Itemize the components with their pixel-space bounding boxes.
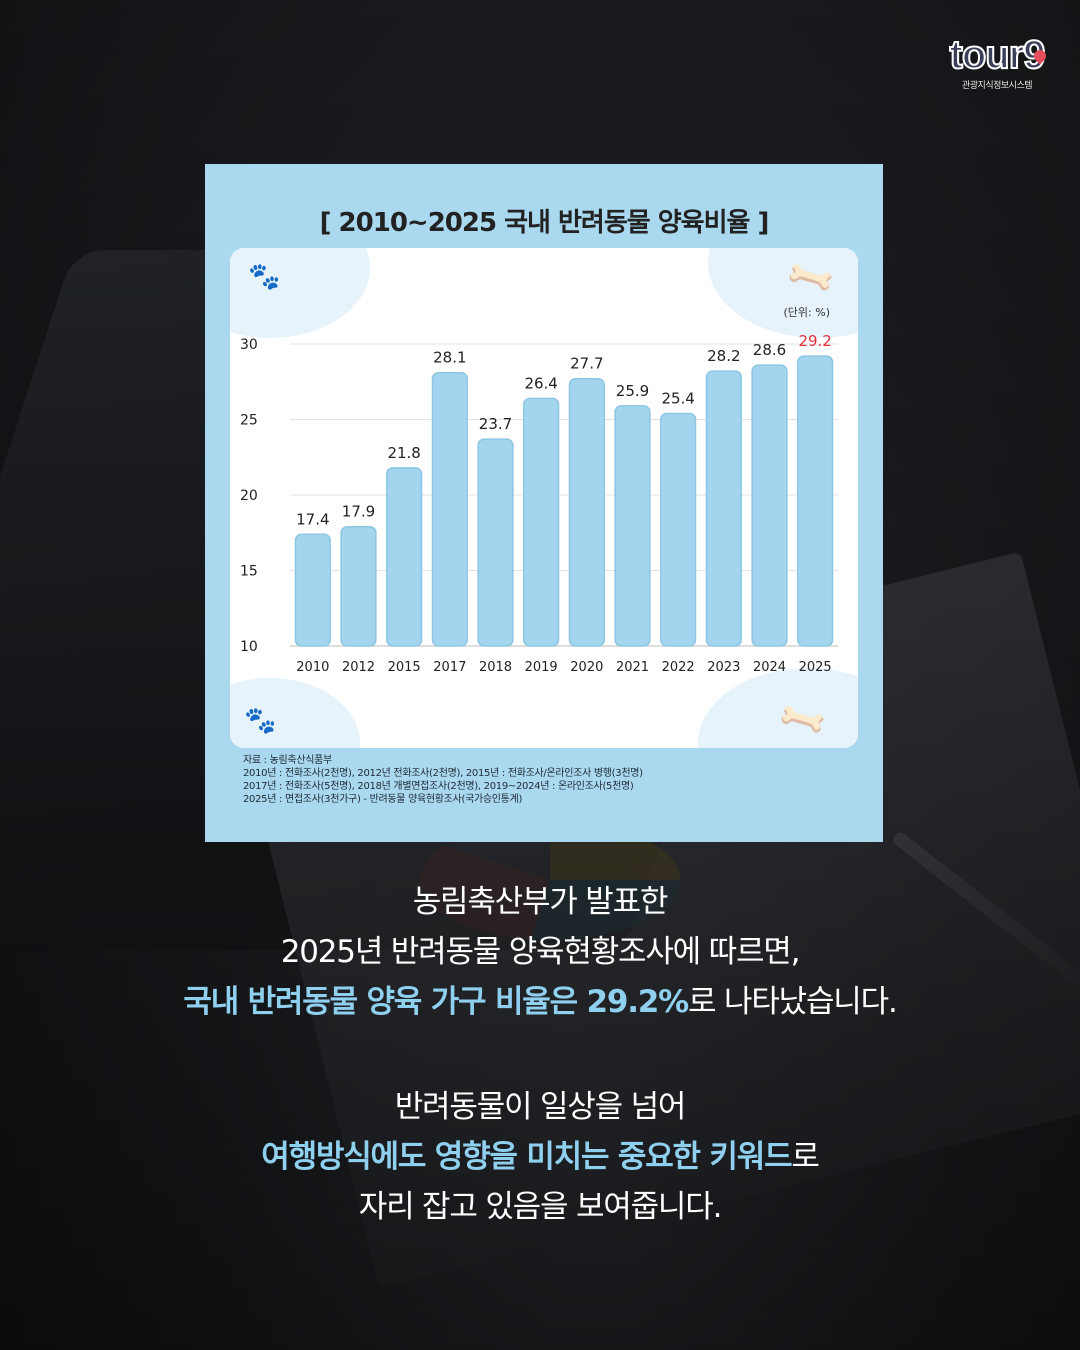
chart-panel: 🐾 🐾 🦴 🦴 (단위: %) 10 15 20 25 30 17.4 2010 17.9 20… (230, 248, 858, 748)
data-label: 28.6 (753, 341, 786, 359)
data-label: 17.9 (342, 503, 375, 521)
paragraph-line: 2025년 반려동물 양육현황조사에 따르면, (280, 934, 801, 970)
x-tick-label: 2020 (570, 660, 603, 675)
source-line: 2010년 : 전화조사(2천명), 2012년 전화조사(2천명), 2015… (243, 768, 643, 779)
paragraph-conclusion: 반려동물이 일상을 넘어 여행방식에도 영향을 미치는 중요한 키워드로 자리 … (0, 1082, 1080, 1232)
bar-chart: 101520253017.4201017.9201221.8201528.120… (240, 332, 838, 675)
chart-unit-label: (단위: %) (783, 306, 830, 319)
tour9-logo[interactable]: tour9 관광지식정보시스템 (942, 33, 1052, 91)
bar (568, 377, 605, 647)
paragraph-line: 국내 반려동물 양육 가구 비율은 29.2%로 나타났습니다. (0, 977, 1080, 1027)
x-tick-label: 2012 (342, 660, 375, 675)
paw-icon: 🐾 (244, 706, 277, 736)
x-tick-label: 2017 (433, 660, 466, 675)
y-tick-label: 30 (240, 337, 258, 353)
y-tick-label: 10 (240, 639, 258, 655)
chart-title: [ 2010~2025 국내 반려동물 양육비율 ] (319, 208, 770, 238)
data-label: 28.2 (707, 347, 740, 365)
highlight-text: 여행방식에도 영향을 미치는 중요한 키워드 (261, 1139, 792, 1175)
y-tick-label: 25 (240, 413, 258, 429)
bar (431, 371, 468, 647)
x-tick-label: 2022 (662, 660, 695, 675)
data-label: 29.2 (798, 332, 831, 350)
paragraph-intro: 농림축산부가 발표한 2025년 반려동물 양육현황조사에 따르면, 국내 반려… (0, 877, 1080, 1027)
source-line: 2025년 : 면접조사(3천가구) - 반려동물 양육현황조사(국가승인통계) (243, 794, 523, 805)
data-label: 26.4 (524, 374, 557, 392)
paw-icon: 🐾 (248, 262, 281, 292)
chart-source-notes: 자료 : 농림축산식품부 2010년 : 전화조사(2천명), 2012년 전화… (243, 754, 643, 806)
paragraph-text: 로 (791, 1139, 820, 1175)
data-label: 21.8 (387, 444, 420, 462)
paragraph-line: 농림축산부가 발표한 (412, 884, 669, 920)
bar (477, 438, 514, 647)
bar (705, 370, 742, 647)
source-line: 2017년 : 전화조사(5천명), 2018년 개별면접조사(2천명), 20… (243, 781, 634, 792)
y-tick-label: 15 (240, 564, 258, 580)
paragraph-text: 로 나타났습니다. (688, 984, 898, 1020)
x-tick-label: 2019 (525, 660, 558, 675)
data-label: 28.1 (433, 349, 466, 367)
x-tick-label: 2021 (616, 660, 649, 675)
data-label: 23.7 (479, 415, 512, 433)
bar (751, 364, 788, 647)
chart-card: [ 2010~2025 국내 반려동물 양육비율 ] 🐾 🐾 🦴 🦴 (단위: … (205, 164, 883, 842)
x-tick-label: 2010 (296, 660, 329, 675)
bar (523, 397, 560, 647)
bar (340, 525, 377, 647)
data-label: 27.7 (570, 355, 603, 373)
paragraph-line: 반려동물이 일상을 넘어 (394, 1089, 687, 1125)
highlight-text: 국내 반려동물 양육 가구 비율은 29.2% (183, 984, 689, 1020)
data-label: 25.4 (661, 389, 694, 407)
bar (386, 467, 423, 647)
data-label: 25.9 (616, 382, 649, 400)
x-tick-label: 2025 (799, 660, 832, 675)
bar (660, 412, 697, 647)
paragraph-line: 여행방식에도 영향을 미치는 중요한 키워드로 (0, 1132, 1080, 1182)
paragraph-line: 자리 잡고 있음을 보여줍니다. (358, 1189, 723, 1225)
x-tick-label: 2015 (388, 660, 421, 675)
x-tick-label: 2023 (707, 660, 740, 675)
source-line: 자료 : 농림축산식품부 (243, 755, 332, 766)
x-tick-label: 2024 (753, 660, 786, 675)
bar (294, 533, 331, 647)
bar (797, 355, 834, 647)
x-tick-label: 2018 (479, 660, 512, 675)
bar (614, 405, 651, 647)
data-label: 17.4 (296, 510, 329, 528)
y-tick-label: 20 (240, 488, 258, 504)
logo-wordmark: tour9 (949, 33, 1047, 77)
logo-subtitle: 관광지식정보시스템 (961, 81, 1033, 91)
